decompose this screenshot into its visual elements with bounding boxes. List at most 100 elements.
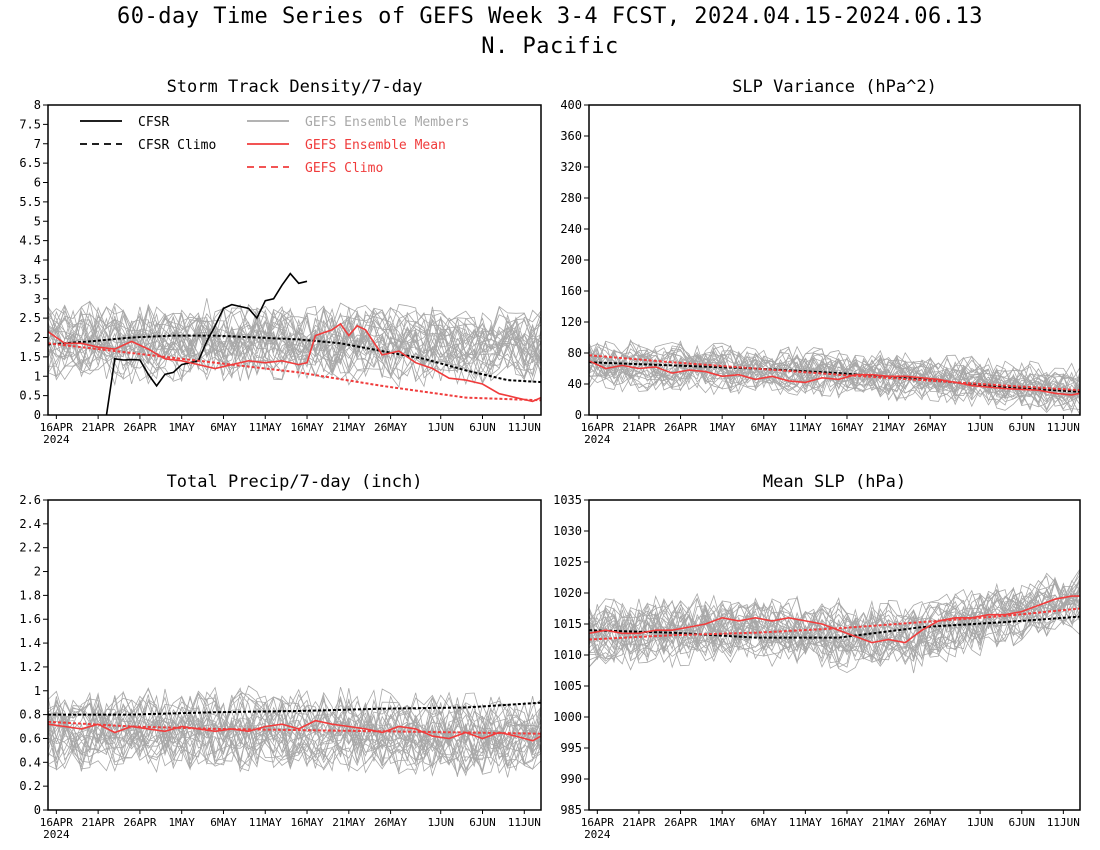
y-tick-label: 1.8	[19, 588, 41, 602]
y-tick-label: 0.4	[19, 755, 41, 769]
x-tick-label: 21APR	[82, 421, 115, 434]
ensemble-member-line	[589, 347, 1080, 400]
ensemble-member-line	[589, 346, 1080, 393]
panel-slp-variance: SLP Variance (hPa^2) 0 40 80 120 160 200 240 280…	[560, 77, 1081, 446]
ensemble-member-line	[48, 725, 541, 777]
y-tick-label: 2.5	[19, 311, 41, 325]
ensemble-member-line	[589, 601, 1080, 660]
ensemble-member-line	[48, 306, 541, 357]
y-tick-label: 3	[34, 292, 41, 306]
ensemble-member-line	[589, 589, 1080, 650]
y-tick-label: 4.5	[19, 234, 41, 248]
ensemble-member-line	[48, 721, 541, 777]
y-tick-label: 7.5	[19, 117, 41, 131]
x-tick-label: 21MAY	[872, 421, 905, 434]
x-tick-label: 1MAY	[168, 421, 195, 434]
plot-frame	[588, 104, 1081, 416]
y-tick-label: 1000	[553, 710, 582, 724]
y-tick-label: 1025	[553, 555, 582, 569]
y-tick-label: 1.6	[19, 612, 41, 626]
ensemble-member-line	[589, 341, 1080, 392]
y-tick-label: 1	[34, 369, 41, 383]
x-tick-label: 21MAY	[332, 816, 365, 829]
x-tick-label: 16APR	[40, 816, 73, 829]
y-tick-label: 7	[34, 137, 41, 151]
ensemble-member-line	[48, 331, 541, 381]
ensemble-member-line	[48, 719, 541, 774]
y-tick-label: 0.2	[19, 779, 41, 793]
x-tick-label: 21APR	[82, 816, 115, 829]
x-tick-label: 11JUN	[1047, 816, 1080, 829]
x-tick-label: 26MAY	[374, 816, 407, 829]
gefs-climo-line	[48, 342, 541, 402]
y-tick-label: 1.5	[19, 350, 41, 364]
gefs-climo-line	[589, 607, 1080, 641]
x-tick-label: 16APR	[40, 421, 73, 434]
ensemble-member-line	[589, 593, 1080, 669]
ensemble-member-line	[589, 591, 1080, 661]
y-tick-label: 0.5	[19, 389, 41, 403]
x-tick-label: 6JUN	[1008, 421, 1035, 434]
ensemble-member-line	[589, 598, 1080, 666]
ensemble-member-line	[589, 361, 1080, 415]
x-tick-label: 1JUN	[427, 421, 454, 434]
y-tick-label: 1	[34, 684, 41, 698]
x-tick-label: 6MAY	[210, 816, 237, 829]
gefs-ensemble-mean-line	[48, 322, 541, 403]
y-tick-label: 320	[560, 160, 582, 174]
y-tick-label: 2.6	[19, 493, 41, 507]
plot-area	[48, 685, 541, 778]
x-tick-label: 21MAY	[872, 816, 905, 829]
plot-frame	[588, 499, 1081, 811]
x-tick-label: 1MAY	[168, 816, 195, 829]
ensemble-member-line	[48, 693, 541, 750]
x-tick-label: 26MAY	[914, 816, 947, 829]
legend-label-cfsr: CFSR	[138, 115, 169, 130]
y-tick-label: 985	[560, 803, 582, 817]
panel-title: Storm Track Density/7-day	[167, 77, 423, 97]
y-tick-label: 400	[560, 98, 582, 112]
y-tick-label: 1020	[553, 586, 582, 600]
panel-title: Total Precip/7-day (inch)	[167, 472, 423, 492]
y-tick-label: 0	[34, 803, 41, 817]
x-tick-label: 1MAY	[709, 816, 736, 829]
gefs-climo-line	[48, 720, 541, 735]
figure-subtitle: N. Pacific	[481, 34, 619, 59]
x-tick-label: 26MAY	[914, 421, 947, 434]
x-tick-label: 6JUN	[1008, 816, 1035, 829]
y-tick-label: 2	[34, 565, 41, 579]
gefs-ensemble-mean-line	[589, 360, 1080, 396]
y-tick-label: 2	[34, 331, 41, 345]
y-tick-label: 3.5	[19, 272, 41, 286]
y-tick-label: 1035	[553, 493, 582, 507]
ensemble-member-line	[589, 593, 1080, 668]
x-tick-label: 21APR	[622, 816, 655, 829]
x-tick-label: 26APR	[123, 421, 156, 434]
gefs-ensemble-mean-line	[589, 595, 1080, 644]
x-tick-label: 21APR	[622, 421, 655, 434]
x-tick-label: 1MAY	[709, 421, 736, 434]
x-tick-label: 6MAY	[751, 421, 778, 434]
legend-label-members: GEFS Ensemble Members	[305, 115, 469, 130]
cfsr-climo-line	[589, 361, 1080, 393]
x-tick-label: 1JUN	[427, 816, 454, 829]
x-tick-label: 16MAY	[830, 421, 863, 434]
x-tick-label: 11MAY	[249, 421, 282, 434]
x-tick-label: 11MAY	[789, 816, 822, 829]
y-tick-label: 200	[560, 253, 582, 267]
figure-title: 60-day Time Series of GEFS Week 3-4 FCST…	[117, 4, 983, 29]
ensemble-member-line	[589, 348, 1080, 402]
ensemble-member-line	[48, 301, 541, 353]
panel-title: SLP Variance (hPa^2)	[732, 77, 937, 97]
y-tick-label: 0.8	[19, 708, 41, 722]
ensemble-member-line	[48, 711, 541, 767]
y-tick-label: 6	[34, 176, 41, 190]
panel-total-precip: Total Precip/7-day (inch)00.20.40.60.811…	[19, 472, 542, 841]
x-tick-label: 26MAY	[374, 421, 407, 434]
x-tick-label: 26APR	[123, 816, 156, 829]
panel-mean-slp: Mean SLP (hPa) 985 990 995 1000 1005 1010 1015 1…	[553, 472, 1081, 841]
x-tick-label: 6JUN	[469, 421, 496, 434]
y-tick-label: 1005	[553, 679, 582, 693]
y-tick-label: 0	[575, 408, 582, 422]
